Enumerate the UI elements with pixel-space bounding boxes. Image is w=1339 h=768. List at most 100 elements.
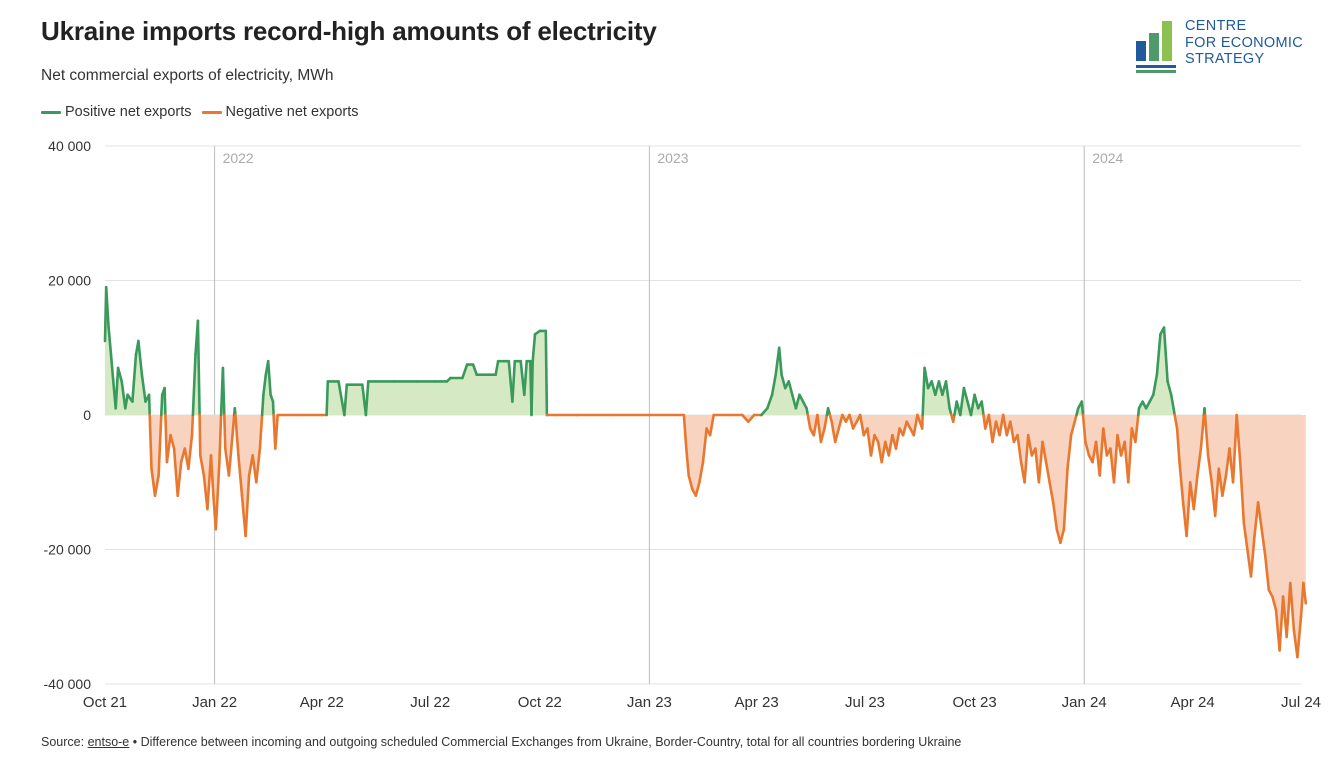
negative-line-segment xyxy=(869,433,876,457)
negative-line-segment xyxy=(1062,467,1069,531)
negative-line-segment xyxy=(830,420,837,444)
negative-line-segment xyxy=(1041,440,1048,464)
negative-line-segment xyxy=(1302,581,1308,605)
negative-line-segment xyxy=(806,413,812,430)
positive-line-segment xyxy=(765,393,774,410)
negative-line-segment xyxy=(1051,501,1059,531)
negative-line-segment xyxy=(1213,467,1221,518)
source-link[interactable]: entso-e xyxy=(87,735,130,749)
positive-line-segment xyxy=(787,380,794,397)
negative-line-segment xyxy=(1127,427,1134,484)
positive-line-segment xyxy=(1169,393,1176,417)
negative-line-segment xyxy=(740,413,750,424)
negative-line-segment xyxy=(894,427,901,450)
negative-line-segment xyxy=(231,413,236,437)
legend-label-positive: Positive net exports xyxy=(65,104,192,120)
negative-line-segment xyxy=(1264,554,1271,592)
negative-line-segment xyxy=(880,440,887,464)
positive-line-segment xyxy=(760,406,769,417)
negative-line-segment xyxy=(1296,615,1303,659)
positive-line-segment xyxy=(780,373,787,390)
logo: CENTRE FOR ECONOMIC STRATEGY xyxy=(1134,18,1324,78)
negative-line-segment xyxy=(682,413,688,450)
negative-line-segment xyxy=(833,427,841,444)
positive-line-segment xyxy=(1166,380,1173,397)
legend-item-positive[interactable]: Positive net exports xyxy=(41,104,192,120)
negative-line-segment xyxy=(1175,427,1181,464)
negative-line-segment xyxy=(1081,413,1087,444)
positive-line-segment xyxy=(140,373,147,403)
positive-line-segment xyxy=(1152,373,1159,397)
negative-line-segment xyxy=(169,433,176,450)
logo-line-1: CENTRE xyxy=(1185,18,1247,34)
negative-line-segment xyxy=(708,413,716,437)
x-tick-label: Oct 21 xyxy=(83,694,127,711)
negative-line-segment xyxy=(1026,433,1034,457)
negative-line-segment xyxy=(1203,413,1210,457)
footer-prefix: Source: xyxy=(41,735,88,749)
negative-line-segment xyxy=(190,413,195,437)
year-marker-label: 2023 xyxy=(657,150,688,166)
x-tick-label: Jul 23 xyxy=(845,694,885,711)
negative-line-segment xyxy=(1289,581,1296,632)
x-tick-label: Apr 23 xyxy=(735,694,779,711)
negative-line-segment xyxy=(1260,527,1267,558)
negative-line-segment xyxy=(1098,427,1105,477)
negative-line-segment xyxy=(1066,433,1073,471)
positive-line-segment xyxy=(107,326,113,356)
negative-line-segment xyxy=(1256,501,1263,531)
negative-line-segment xyxy=(1069,420,1076,437)
positive-line-segment xyxy=(921,366,926,417)
positive-line-segment xyxy=(260,393,265,417)
negative-line-segment xyxy=(1023,433,1030,484)
negative-line-segment xyxy=(816,413,823,444)
positive-line-segment xyxy=(471,363,479,377)
negative-line-segment xyxy=(694,480,701,498)
negative-line-segment xyxy=(1217,467,1224,498)
logo-text: CENTRE FOR ECONOMIC STRATEGY xyxy=(1185,18,1303,68)
positive-line-segment xyxy=(770,373,778,397)
negative-line-segment xyxy=(1084,440,1091,457)
negative-line-segment xyxy=(187,433,194,471)
negative-line-segment xyxy=(218,413,223,464)
y-tick-label: -20 000 xyxy=(44,542,92,558)
positive-line-segment xyxy=(114,366,120,410)
x-tick-label: Jul 24 xyxy=(1281,694,1321,711)
positive-line-segment xyxy=(1162,326,1169,383)
negative-line-segment xyxy=(848,413,855,430)
negative-line-segment xyxy=(150,467,157,498)
footer: Source: entso-e • Difference between inc… xyxy=(41,735,961,749)
negative-line-segment xyxy=(991,420,998,444)
negative-line-segment xyxy=(1001,413,1009,437)
positive-line-segment xyxy=(461,363,469,380)
negative-line-segment xyxy=(176,460,183,498)
negative-line-segment xyxy=(157,413,163,477)
legend-item-negative[interactable]: Negative net exports xyxy=(201,104,359,120)
negative-line-segment xyxy=(244,474,251,538)
negative-line-segment xyxy=(199,454,206,477)
positive-line-segment xyxy=(1080,400,1085,417)
y-tick-label: 0 xyxy=(83,407,91,423)
x-tick-label: Oct 22 xyxy=(518,694,562,711)
negative-line-segment xyxy=(1242,521,1249,551)
negative-line-segment xyxy=(1102,427,1109,457)
positive-area xyxy=(105,287,1306,415)
negative-line-segment xyxy=(254,447,262,484)
logo-line-3: STRATEGY xyxy=(1185,51,1265,67)
negative-line-segment xyxy=(214,460,221,531)
positive-line-segment xyxy=(137,339,144,377)
negative-line-segment xyxy=(234,413,240,457)
negative-line-segment xyxy=(1178,460,1185,504)
x-tick-label: Oct 23 xyxy=(953,694,997,711)
negative-line-segment xyxy=(223,413,227,450)
negative-line-segment xyxy=(1278,595,1285,652)
negative-line-segment xyxy=(1206,454,1213,484)
negative-line-segment xyxy=(684,447,691,477)
positive-line-segment xyxy=(794,393,801,410)
chart: 40 000 20 000 0 -20 000 -40 000 2022 2023 2024 O… xyxy=(44,138,1322,711)
negative-line-segment xyxy=(209,454,215,498)
negative-line-segment xyxy=(1116,433,1123,457)
negative-line-segment xyxy=(1008,420,1016,444)
positive-line-segment xyxy=(944,380,951,410)
positive-line-segment xyxy=(364,380,370,417)
